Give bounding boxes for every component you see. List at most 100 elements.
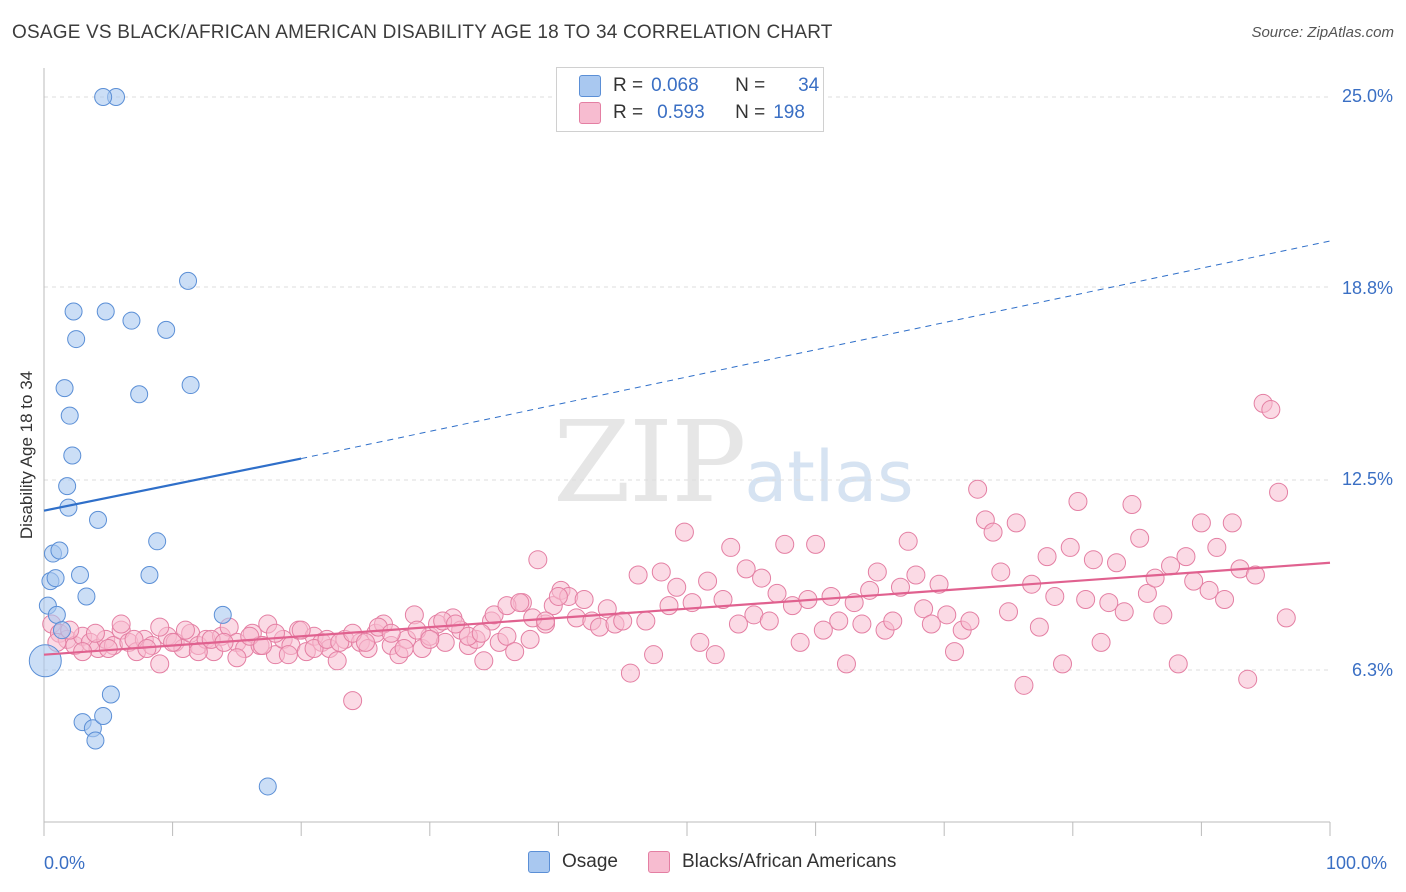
black-point bbox=[1099, 593, 1119, 613]
black-point bbox=[1107, 553, 1127, 573]
n-value: 198 bbox=[773, 102, 805, 123]
r-label: R = bbox=[613, 75, 644, 96]
black-point bbox=[620, 663, 640, 683]
black-point bbox=[1130, 528, 1150, 548]
watermark-atlas: atlas bbox=[744, 436, 914, 518]
watermark-zip: ZIP bbox=[553, 398, 746, 528]
osage-point bbox=[50, 541, 69, 560]
black-point bbox=[1114, 602, 1134, 622]
osage-point bbox=[63, 446, 82, 465]
osage-point bbox=[71, 566, 90, 585]
x-tick-label-left: 0.0% bbox=[44, 853, 86, 873]
n-label: N = bbox=[735, 75, 766, 96]
black-point bbox=[85, 623, 105, 643]
black-point bbox=[790, 632, 810, 652]
osage-trend-line bbox=[43, 457, 302, 512]
black-point bbox=[291, 620, 311, 640]
osage-point bbox=[148, 532, 167, 551]
black-point bbox=[1014, 675, 1034, 695]
black-point bbox=[1076, 590, 1096, 610]
black-point bbox=[407, 620, 427, 640]
black-point bbox=[1037, 547, 1057, 567]
black-point bbox=[1122, 495, 1142, 515]
n-value: 34 bbox=[798, 75, 820, 96]
black-point bbox=[960, 611, 980, 631]
black-point bbox=[1060, 537, 1080, 557]
black-point bbox=[999, 602, 1018, 622]
black-point bbox=[628, 565, 648, 585]
osage-trend-extension bbox=[301, 240, 1331, 460]
black-point bbox=[1245, 565, 1265, 585]
black-point bbox=[867, 562, 887, 582]
black-point bbox=[713, 590, 733, 610]
osage-swatch bbox=[528, 851, 550, 873]
black-point bbox=[1191, 513, 1211, 533]
black-point bbox=[304, 639, 324, 659]
osage-point bbox=[47, 605, 66, 624]
black-point bbox=[836, 654, 856, 674]
black-point bbox=[1176, 547, 1196, 567]
osage-point bbox=[94, 706, 113, 725]
black-point bbox=[767, 583, 787, 603]
y-tick-label: 25.0% bbox=[1341, 86, 1393, 106]
correlation-legend: R = 0.068 N = 34 R = 0.593 N = 198 bbox=[556, 67, 824, 132]
black-point bbox=[1068, 491, 1088, 511]
osage-point bbox=[64, 302, 83, 321]
black-point bbox=[420, 629, 440, 649]
r-label: R = bbox=[613, 102, 644, 123]
black-point bbox=[690, 632, 710, 652]
black-point bbox=[921, 614, 941, 634]
black-point bbox=[111, 614, 131, 634]
r-value: 0.068 bbox=[651, 75, 699, 96]
black-point bbox=[163, 632, 183, 652]
osage-point bbox=[28, 644, 62, 678]
x-tick-label-right: 100.0% bbox=[1326, 853, 1388, 873]
osage-point bbox=[130, 385, 149, 404]
black-point bbox=[1053, 654, 1073, 674]
black-point bbox=[983, 522, 1003, 542]
black-point bbox=[852, 614, 872, 634]
black-point bbox=[343, 691, 363, 711]
black-point bbox=[590, 617, 610, 637]
black-point bbox=[644, 645, 664, 665]
black-point bbox=[775, 534, 795, 554]
black-point bbox=[150, 617, 170, 637]
black-point bbox=[937, 605, 957, 625]
osage-point bbox=[60, 406, 79, 425]
black-point bbox=[1153, 605, 1173, 625]
black-point bbox=[1215, 590, 1235, 610]
black-point bbox=[574, 590, 594, 610]
watermark: ZIPatlas bbox=[553, 398, 914, 528]
black-point bbox=[829, 611, 849, 631]
black-point bbox=[520, 629, 540, 649]
osage-point bbox=[213, 605, 232, 624]
black-point bbox=[1222, 513, 1242, 533]
black-point bbox=[327, 651, 347, 671]
osage-point bbox=[53, 621, 72, 640]
osage-point bbox=[179, 271, 198, 290]
black-point bbox=[1261, 400, 1281, 420]
black-trend-line bbox=[43, 561, 1331, 656]
chart-title: OSAGE VS BLACK/AFRICAN AMERICAN DISABILI… bbox=[12, 22, 833, 43]
source-label: Source: ZipAtlas.com bbox=[1251, 24, 1394, 41]
osage-swatch bbox=[579, 75, 601, 97]
legend-row-osage: R = 0.068 N = 34 bbox=[579, 73, 819, 99]
black-point bbox=[484, 605, 504, 625]
black-point bbox=[1045, 586, 1065, 606]
black-point bbox=[510, 593, 530, 613]
y-axis-title: Disability Age 18 to 34 bbox=[17, 370, 36, 540]
osage-point bbox=[55, 379, 74, 398]
osage-point bbox=[181, 376, 200, 395]
black-point bbox=[806, 534, 826, 554]
bottom-legend-osage: Osage bbox=[528, 851, 618, 873]
osage-point bbox=[94, 88, 113, 106]
black-point bbox=[278, 645, 298, 665]
black-point bbox=[898, 531, 918, 551]
black-point bbox=[636, 611, 656, 631]
black-point bbox=[1006, 513, 1026, 533]
osage-point bbox=[67, 330, 86, 349]
osage-point bbox=[101, 685, 120, 704]
black-point bbox=[505, 642, 525, 662]
legend-row-black: R = 0.593 N = 198 bbox=[579, 100, 813, 126]
